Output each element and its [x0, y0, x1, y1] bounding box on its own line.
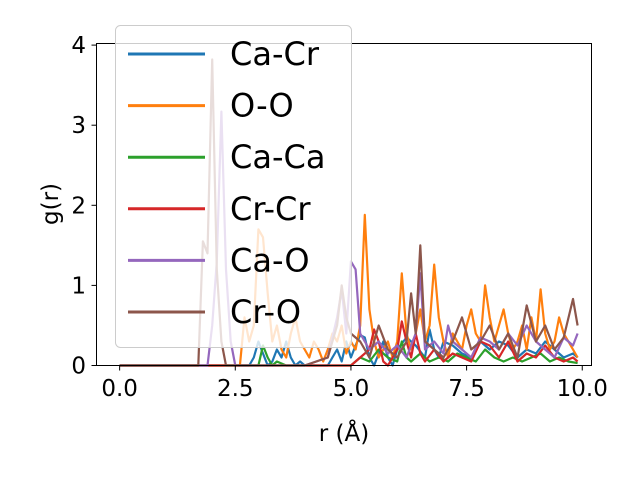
x-axis: 0.0 2.5 5.0 7.5 10.0 [101, 365, 608, 402]
y-tick-label: 1 [71, 273, 86, 299]
x-tick-label: 5.0 [333, 376, 370, 402]
y-axis: 0 1 2 3 4 [71, 33, 97, 380]
y-tick-label: 4 [71, 33, 86, 59]
x-tick-label: 7.5 [448, 376, 485, 402]
legend-label-cr-cr: Cr-Cr [230, 190, 311, 228]
legend-label-ca-cr: Ca-Cr [230, 35, 320, 73]
x-tick-label: 0.0 [101, 376, 138, 402]
legend-label-o-o: O-O [230, 87, 294, 125]
x-tick-label: 10.0 [557, 376, 608, 402]
legend: Ca-Cr O-O Ca-Ca Cr-Cr Ca-O Cr-O [115, 25, 352, 348]
y-axis-label: g(r) [38, 183, 64, 225]
y-tick-label: 0 [71, 354, 86, 380]
legend-label-ca-ca: Ca-Ca [230, 138, 325, 176]
y-tick-label: 2 [71, 193, 86, 219]
legend-label-cr-o: Cr-O [230, 293, 301, 331]
x-tick-label: 2.5 [217, 376, 254, 402]
y-tick-label: 3 [71, 113, 86, 139]
x-axis-label: r (Å) [319, 419, 369, 447]
legend-label-ca-o: Ca-O [230, 241, 310, 279]
